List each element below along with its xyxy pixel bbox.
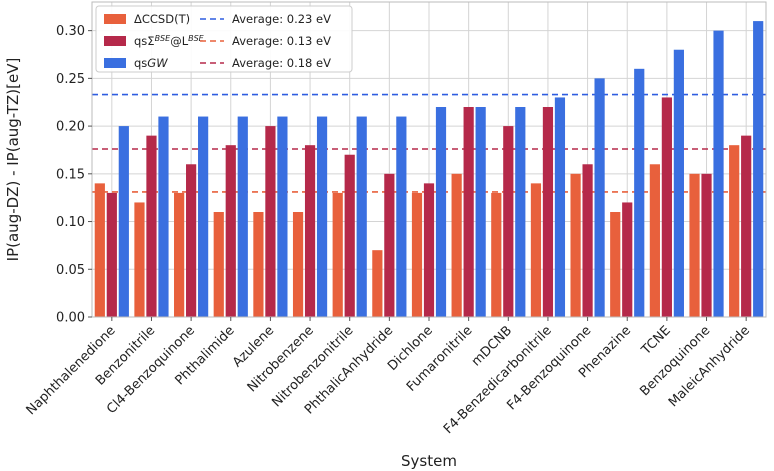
bar-qsgw	[198, 116, 209, 317]
bar-qs-bse	[106, 192, 117, 317]
x-tick-label: TCNE	[638, 323, 673, 358]
legend-label: ΔCCSD(T)	[134, 12, 190, 26]
legend-box	[95, 5, 353, 73]
x-tick-label: Benzoquinone	[637, 323, 713, 399]
bars	[94, 21, 764, 318]
bar-ccsdt	[451, 173, 462, 317]
bar-qs-bse	[146, 135, 157, 317]
bar-qs-bse	[186, 164, 197, 317]
bar-qs-bse	[344, 154, 355, 317]
legend-label-part: BSE	[188, 34, 205, 43]
legend-swatch	[104, 14, 126, 24]
bar-qsgw	[515, 107, 526, 317]
bar-qsgw	[118, 126, 129, 317]
x-axis-ticks: NaphthalenedioneBenzonitrileCl4-Benzoqui…	[24, 317, 753, 437]
x-axis-title: System	[401, 452, 457, 470]
legend-label: Average: 0.23 eV	[232, 12, 331, 26]
bar-qs-bse	[661, 97, 672, 317]
bar-qsgw	[753, 21, 764, 317]
bar-ccsdt	[213, 212, 224, 317]
legend-label-part: GW	[147, 56, 168, 70]
y-tick-label: 0.10	[56, 215, 85, 230]
legend-label-part: BSE	[155, 34, 172, 43]
bar-ccsdt	[174, 192, 185, 317]
legend-swatch	[104, 58, 126, 68]
y-tick-label: 0.30	[56, 24, 85, 39]
bar-ccsdt	[94, 183, 105, 317]
bar-ccsdt	[372, 250, 383, 317]
bar-qs-bse	[423, 183, 435, 317]
bar-qsgw	[237, 116, 248, 317]
bar-qs-bse	[265, 126, 276, 317]
bar-qs-bse	[701, 173, 712, 317]
bar-qsgw	[634, 68, 645, 318]
bar-ccsdt	[610, 212, 621, 317]
bar-ccsdt	[570, 173, 581, 317]
bar-ccsdt	[253, 212, 264, 317]
legend-label-part: @L	[170, 34, 189, 48]
bar-qs-bse	[542, 107, 554, 317]
y-tick-label: 0.25	[56, 72, 85, 87]
legend-label-part: qsΣ	[134, 34, 155, 48]
bar-qsgw	[673, 49, 684, 318]
bar-ccsdt	[729, 145, 740, 317]
bar-qs-bse	[225, 145, 236, 317]
bar-qs-bse	[304, 145, 316, 317]
bar-qs-bse	[463, 107, 474, 317]
bar-ccsdt	[689, 173, 700, 317]
legend-label: qsΣBSE@LBSE	[134, 34, 205, 48]
legend-label: Average: 0.13 eV	[232, 34, 331, 48]
bar-ccsdt	[134, 202, 145, 317]
bar-ccsdt	[411, 192, 423, 317]
bar-qsgw	[435, 107, 447, 317]
bar-ccsdt	[491, 192, 502, 317]
bar-qsgw	[277, 116, 288, 317]
bar-qsgw	[316, 116, 328, 317]
legend-swatch	[104, 36, 126, 46]
bar-qs-bse	[582, 164, 593, 317]
legend-label-part: qs	[134, 56, 147, 70]
bar-qs-bse	[384, 173, 395, 317]
bar-qsgw	[475, 107, 486, 317]
legend-label: Average: 0.18 eV	[232, 56, 331, 70]
bar-qsgw	[554, 97, 566, 317]
bar-qsgw	[594, 78, 605, 317]
bar-qsgw	[356, 116, 367, 317]
y-axis-title: IP(aug-DZ) - IP(aug-TZ)[eV]	[4, 58, 22, 262]
bar-qsgw	[396, 116, 407, 317]
y-tick-label: 0.20	[56, 120, 85, 135]
y-tick-label: 0.15	[56, 167, 85, 182]
bar-qsgw	[158, 116, 169, 317]
y-tick-label: 0.05	[56, 263, 85, 278]
bar-ccsdt	[530, 183, 542, 317]
bar-ccsdt	[292, 212, 304, 317]
bar-qsgw	[713, 30, 724, 318]
y-axis-ticks: 0.00 0.05 0.10 0.15 0.20 0.25 0.30	[56, 24, 92, 326]
bar-qs-bse	[741, 135, 752, 317]
y-tick-label: 0.00	[56, 311, 85, 326]
bar-ccsdt	[332, 192, 343, 317]
bar-qs-bse	[503, 126, 514, 317]
bar-qs-bse	[622, 202, 633, 317]
legend-label: qsGW	[134, 56, 168, 70]
bar-ccsdt	[649, 164, 660, 317]
